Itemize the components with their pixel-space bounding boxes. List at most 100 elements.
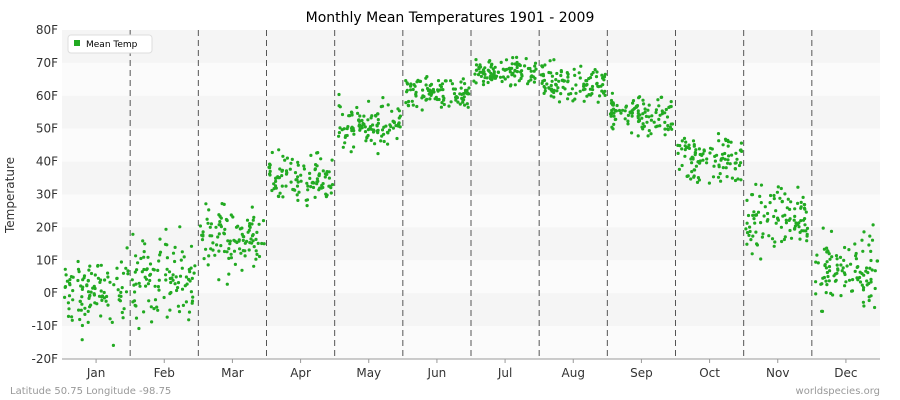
- data-point: [367, 99, 371, 103]
- data-point: [745, 231, 750, 235]
- data-point: [759, 221, 763, 225]
- data-point: [768, 201, 772, 205]
- data-point: [180, 250, 184, 254]
- data-point: [120, 286, 124, 290]
- data-point: [415, 80, 419, 84]
- data-point: [276, 194, 280, 198]
- data-point: [542, 91, 546, 95]
- data-point: [158, 237, 162, 241]
- data-point: [173, 245, 177, 249]
- data-point: [454, 98, 458, 102]
- data-point: [520, 73, 524, 77]
- data-point: [758, 194, 762, 198]
- data-point: [381, 96, 385, 100]
- data-point: [181, 303, 185, 307]
- data-point: [584, 79, 588, 83]
- data-point: [650, 114, 654, 118]
- data-point: [861, 300, 866, 304]
- data-point: [658, 113, 662, 117]
- data-point: [134, 254, 138, 258]
- data-point: [684, 140, 688, 144]
- data-point: [869, 280, 873, 284]
- data-point: [828, 269, 832, 273]
- data-point: [556, 86, 560, 90]
- data-point: [474, 81, 478, 85]
- data-point: [870, 268, 874, 272]
- data-point: [99, 289, 103, 293]
- data-point: [78, 317, 82, 322]
- data-point: [103, 278, 107, 282]
- data-point: [862, 304, 866, 308]
- data-point: [289, 161, 293, 165]
- data-point: [151, 267, 155, 271]
- data-point: [222, 231, 226, 235]
- data-point: [308, 171, 312, 175]
- footer-coordinates: Latitude 50.75 Longitude -98.75: [10, 386, 171, 397]
- data-point: [164, 278, 168, 282]
- data-point: [824, 291, 828, 295]
- data-point: [789, 200, 793, 204]
- data-point: [147, 299, 151, 303]
- data-point: [708, 151, 712, 155]
- data-point: [119, 290, 123, 294]
- data-point: [206, 221, 210, 225]
- data-point: [459, 80, 463, 84]
- data-point: [215, 243, 219, 247]
- data-point: [772, 193, 776, 198]
- data-point: [106, 271, 110, 275]
- data-point: [647, 103, 651, 107]
- data-point: [701, 152, 705, 156]
- data-point: [503, 77, 507, 81]
- data-point: [834, 254, 839, 258]
- data-point: [355, 105, 359, 110]
- data-point: [217, 232, 221, 236]
- data-point: [106, 303, 110, 307]
- data-point: [340, 112, 345, 117]
- data-point: [847, 248, 851, 252]
- data-point: [841, 266, 845, 270]
- data-point: [477, 67, 481, 71]
- data-point: [232, 249, 237, 253]
- data-point: [529, 78, 533, 82]
- data-point: [148, 272, 153, 276]
- data-point: [140, 270, 144, 274]
- data-point: [327, 176, 331, 180]
- data-point: [164, 273, 168, 277]
- data-point: [481, 83, 486, 87]
- data-point: [814, 280, 818, 284]
- data-point: [776, 185, 780, 189]
- data-point: [473, 72, 477, 76]
- data-point: [582, 99, 586, 103]
- data-point: [705, 161, 709, 165]
- data-point: [219, 244, 223, 248]
- data-point: [105, 294, 109, 299]
- data-point: [728, 162, 732, 166]
- data-point: [602, 75, 607, 79]
- data-point: [299, 179, 303, 183]
- data-point: [250, 234, 255, 238]
- data-point: [249, 237, 253, 241]
- data-point: [526, 66, 531, 71]
- data-point: [853, 269, 857, 273]
- data-point: [188, 270, 192, 274]
- data-point: [829, 229, 834, 233]
- data-point: [358, 127, 362, 131]
- data-point: [641, 112, 645, 116]
- data-point: [120, 310, 124, 315]
- data-point: [306, 188, 310, 192]
- data-point: [337, 134, 341, 138]
- data-point: [302, 167, 306, 171]
- data-point: [541, 65, 545, 69]
- data-point: [280, 169, 284, 173]
- data-point: [296, 163, 300, 167]
- data-point: [557, 100, 562, 104]
- data-point: [137, 326, 141, 331]
- data-point: [319, 157, 323, 161]
- data-point: [89, 290, 93, 294]
- data-point: [71, 298, 75, 302]
- data-point: [751, 213, 755, 217]
- data-point: [784, 221, 789, 225]
- data-point: [825, 260, 829, 264]
- data-point: [214, 225, 218, 229]
- data-point: [645, 120, 649, 124]
